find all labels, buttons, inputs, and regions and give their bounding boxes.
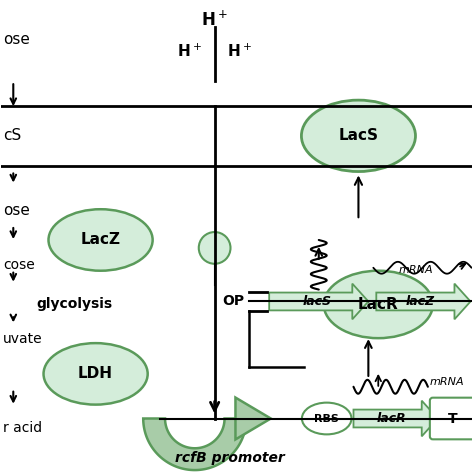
Polygon shape: [269, 283, 368, 319]
Text: glycolysis: glycolysis: [36, 298, 112, 311]
Text: T: T: [448, 411, 457, 426]
Ellipse shape: [302, 402, 352, 434]
Text: mRNA: mRNA: [430, 377, 465, 387]
Circle shape: [199, 232, 230, 264]
Text: uvate: uvate: [3, 332, 43, 346]
Ellipse shape: [48, 209, 153, 271]
Text: LDH: LDH: [78, 366, 113, 382]
Text: RBS: RBS: [314, 413, 339, 423]
Text: LacZ: LacZ: [81, 232, 120, 247]
Text: H$^+$: H$^+$: [227, 43, 252, 60]
Ellipse shape: [301, 100, 416, 172]
Polygon shape: [143, 419, 246, 470]
Text: cS: cS: [3, 128, 22, 143]
Text: LacS: LacS: [338, 128, 378, 143]
Text: ose: ose: [3, 203, 30, 218]
Text: cose: cose: [3, 258, 35, 272]
Ellipse shape: [324, 271, 433, 338]
Text: H$^+$: H$^+$: [177, 43, 202, 60]
FancyBboxPatch shape: [430, 398, 474, 439]
Text: OP: OP: [222, 294, 245, 309]
Text: H$^+$: H$^+$: [201, 10, 228, 29]
Polygon shape: [236, 398, 271, 439]
Text: lacS: lacS: [302, 295, 331, 308]
Text: ose: ose: [3, 32, 30, 47]
Text: lacZ: lacZ: [405, 295, 435, 308]
Polygon shape: [354, 401, 438, 437]
Text: rcfB promoter: rcfB promoter: [174, 451, 284, 465]
Ellipse shape: [44, 343, 148, 405]
Text: lacR: lacR: [376, 412, 406, 425]
Text: mRNA: mRNA: [398, 265, 433, 275]
Text: r acid: r acid: [3, 421, 43, 436]
Polygon shape: [376, 283, 471, 319]
Text: LacR: LacR: [358, 297, 399, 312]
